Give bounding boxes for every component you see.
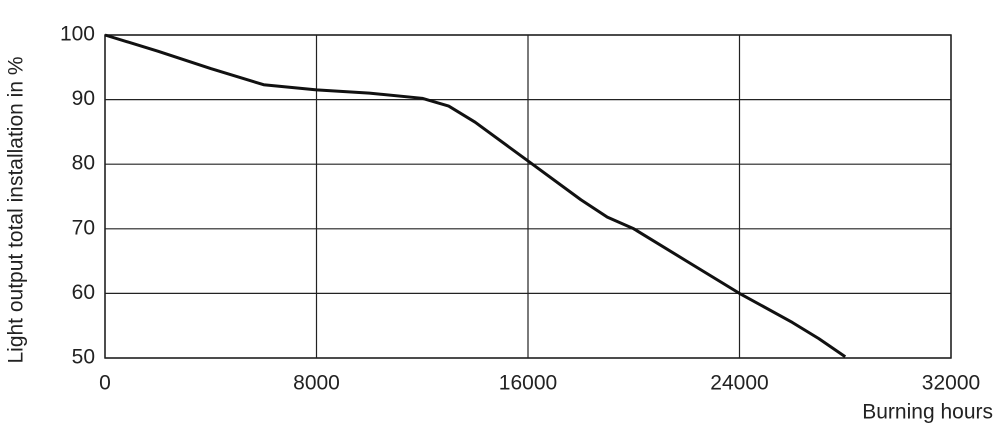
x-axis-label: Burning hours [862,401,993,424]
y-tick-label: 60 [72,281,95,304]
x-tick-label: 32000 [922,372,980,395]
data-line [104,33,847,358]
y-tick-label: 50 [72,346,95,369]
y-tick-label: 90 [72,87,95,110]
y-tick-label: 80 [72,152,95,175]
x-tick-label: 8000 [293,372,340,395]
y-axis-label: Light output total installation in % [5,56,28,363]
y-tick-label: 70 [72,216,95,239]
x-tick-label: 0 [99,372,111,395]
y-tick-label: 100 [60,23,95,46]
x-tick-label: 16000 [499,372,557,395]
plot-frame [104,34,952,359]
x-tick-label: 24000 [710,372,768,395]
